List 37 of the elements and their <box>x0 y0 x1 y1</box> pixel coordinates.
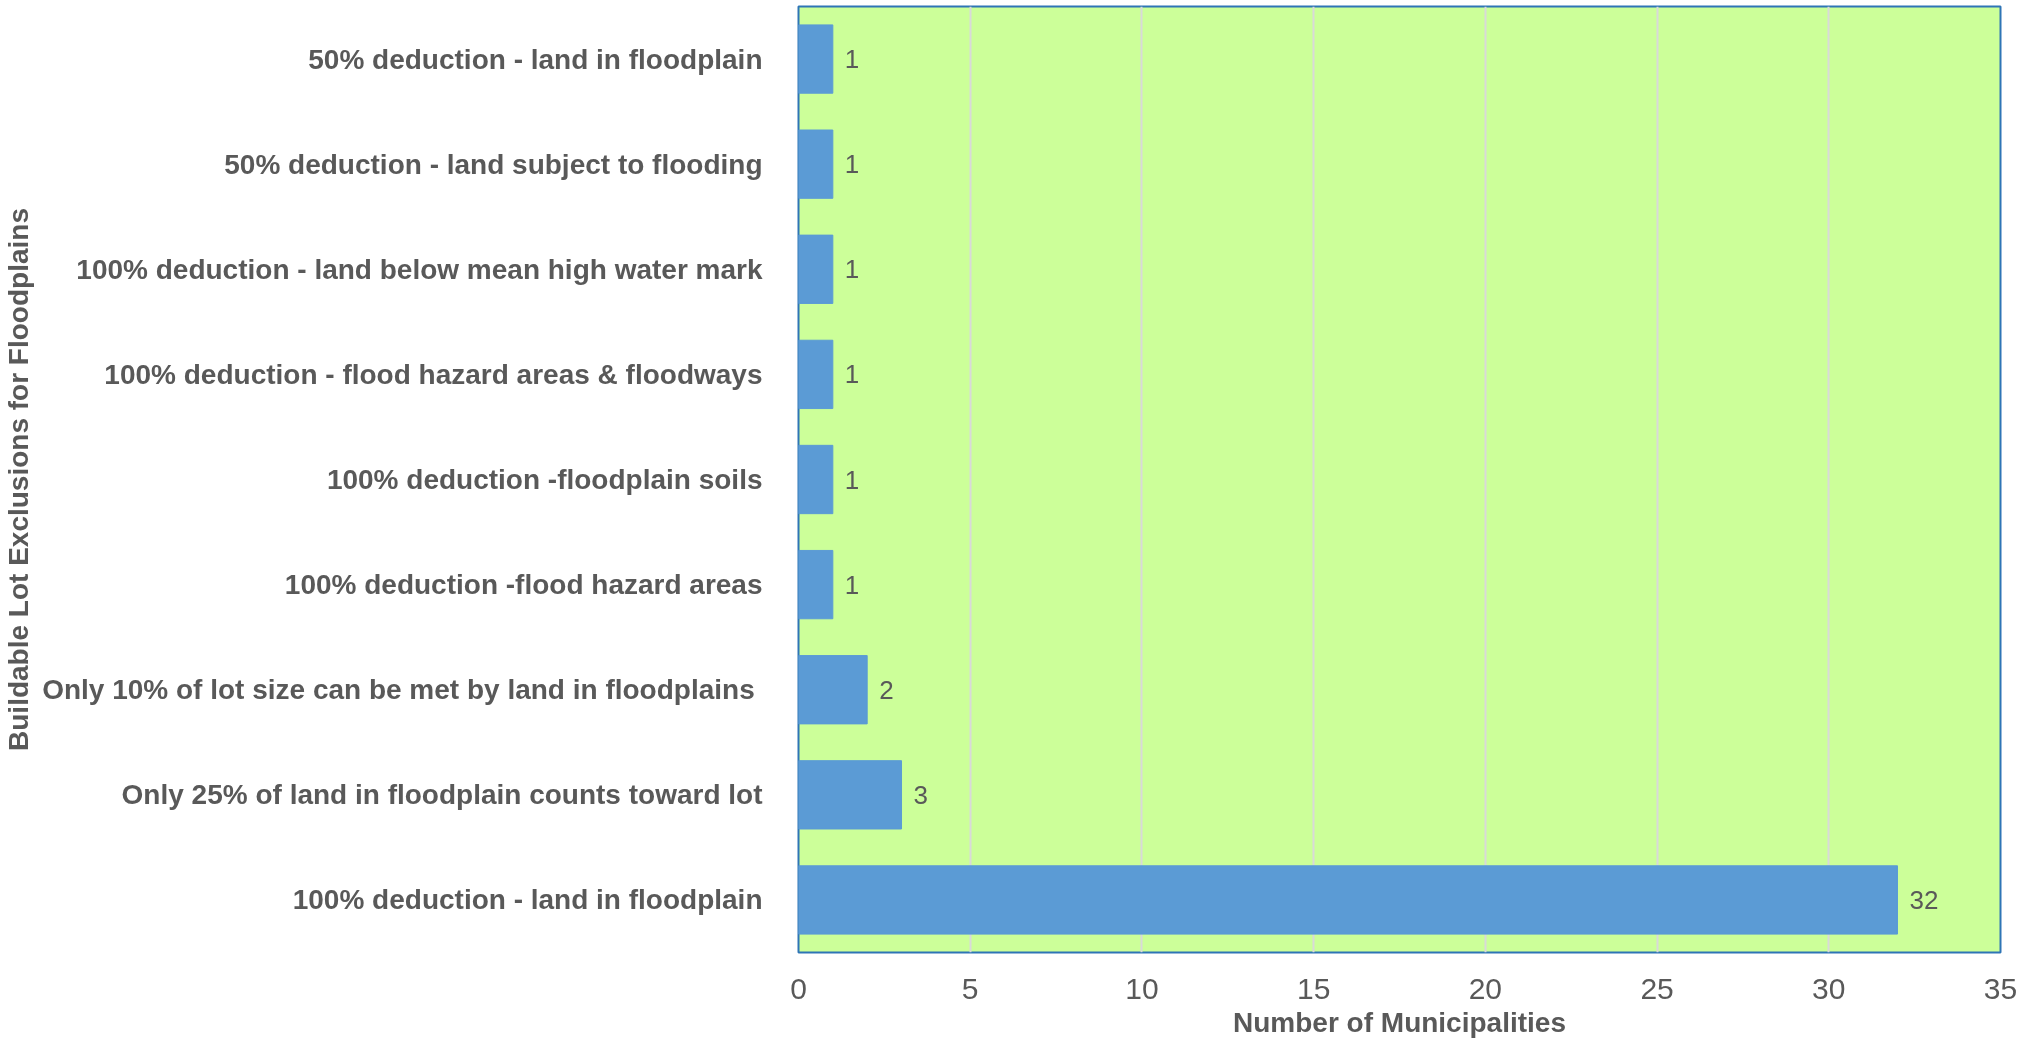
y-tick-label: 100% deduction - flood hazard areas & floodways <box>104 358 763 390</box>
y-axis-title: Buildable Lot Exclusions for Floodplains <box>3 208 35 751</box>
data-label: 1 <box>844 254 860 285</box>
x-tick-label: 25 <box>1640 971 1674 1005</box>
data-label: 2 <box>879 674 894 705</box>
x-tick-label: 5 <box>961 971 979 1005</box>
x-tick-label: 30 <box>1812 971 1846 1005</box>
x-tick-label: 10 <box>1125 971 1159 1005</box>
y-tick-label: 50% deduction - land in floodplain <box>308 43 763 75</box>
bar <box>798 129 834 199</box>
data-label: 1 <box>844 569 860 600</box>
data-label: 1 <box>844 44 860 75</box>
x-axis-title: Number of Municipalities <box>1233 1006 1566 1038</box>
bar <box>798 865 1898 935</box>
y-tick-label: Only 25% of land in floodplain counts toward lot <box>121 779 763 811</box>
bar <box>798 760 903 830</box>
x-tick-label: 20 <box>1468 971 1503 1005</box>
data-label: 1 <box>844 464 860 495</box>
y-tick-label: 100% deduction -flood hazard areas <box>284 569 763 601</box>
bar <box>798 24 834 94</box>
bar <box>798 444 834 515</box>
x-tick-label: 15 <box>1296 971 1331 1005</box>
bar <box>798 339 834 410</box>
y-tick-label: Only 10% of lot size can be met by land in floodplains <box>42 674 755 706</box>
y-tick-label: 50% deduction - land subject to flooding <box>224 148 763 180</box>
y-tick-label: 100% deduction -floodplain soils <box>326 464 763 495</box>
bar <box>798 655 868 725</box>
bar <box>798 234 834 304</box>
data-label: 3 <box>913 779 928 810</box>
data-label: 32 <box>1909 884 1939 915</box>
x-tick-label: 0 <box>790 971 807 1005</box>
data-label: 1 <box>844 149 860 180</box>
bar <box>798 549 834 620</box>
y-tick-label: 100% deduction - land in floodplain <box>292 884 763 916</box>
y-tick-label: 100% deduction - land below mean high water mark <box>76 253 763 285</box>
x-tick-label: 35 <box>1983 971 2018 1005</box>
data-label: 1 <box>844 359 860 390</box>
